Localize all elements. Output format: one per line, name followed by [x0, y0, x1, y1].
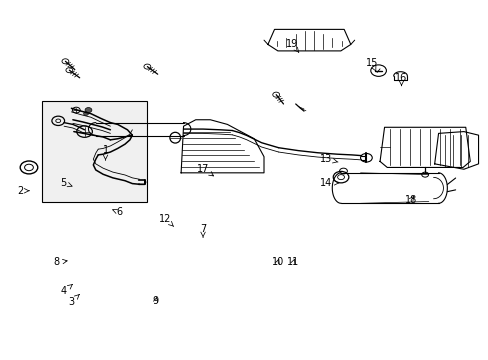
Text: 7: 7: [200, 225, 206, 237]
Text: 13: 13: [320, 154, 337, 164]
Text: 11: 11: [286, 257, 299, 267]
Text: 6: 6: [112, 207, 122, 217]
Text: 5: 5: [60, 178, 72, 188]
Text: 9: 9: [152, 296, 159, 306]
Text: 10: 10: [271, 257, 283, 267]
Text: 8: 8: [54, 257, 67, 267]
Circle shape: [83, 112, 88, 116]
Circle shape: [85, 108, 92, 113]
Text: 18: 18: [405, 195, 417, 205]
Text: 1: 1: [102, 144, 108, 160]
Text: 16: 16: [395, 73, 407, 86]
Text: 2: 2: [17, 186, 29, 196]
Text: 17: 17: [197, 163, 213, 176]
Text: 14: 14: [320, 178, 338, 188]
Text: 19: 19: [285, 40, 298, 52]
Text: 12: 12: [159, 214, 173, 226]
Text: 3: 3: [68, 294, 79, 307]
Bar: [42, 101, 147, 202]
Text: 4: 4: [61, 284, 72, 296]
Text: 15: 15: [366, 58, 378, 71]
